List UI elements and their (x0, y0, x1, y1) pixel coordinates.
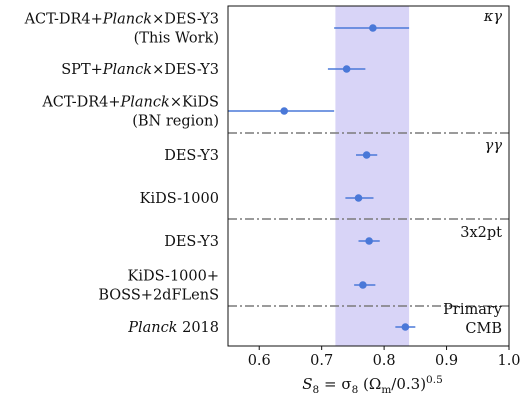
data-point-7 (359, 281, 367, 289)
row-label-3-line-2: (BN region) (132, 114, 219, 130)
section-label-4: Primary (443, 302, 503, 318)
data-point-4 (362, 151, 371, 159)
data-point-2 (342, 65, 351, 73)
x-tick-label-1: 0.6 (248, 353, 271, 369)
row-label-7-line-1: KiDS-1000+ (127, 269, 219, 285)
highlight-band (335, 6, 410, 346)
row-label-8-line-1: Planck 2018 (127, 320, 219, 336)
x-tick-label-5: 1.0 (497, 353, 520, 369)
plot-frame (227, 5, 510, 347)
data-point-5 (354, 194, 363, 202)
section-separators (228, 132, 509, 307)
x-axis-ticks: 0.6 0.7 0.8 0.9 1.0 (248, 346, 520, 369)
section-label-2: γγ (485, 138, 503, 154)
x-tick-label-4: 0.9 (435, 353, 458, 369)
section-label-1: κγ (483, 9, 503, 25)
data-points (280, 24, 410, 331)
row-label-1-line-2: (This Work) (134, 31, 219, 47)
data-point-6 (365, 237, 373, 245)
row-label-1-line-1: ACT-DR4+Planck×DES-Y3 (24, 12, 219, 28)
row-label-2-line-1: SPT+Planck×DES-Y3 (61, 62, 219, 78)
x-tick-label-2: 0.7 (310, 353, 333, 369)
section-label-3: 3x2pt (460, 225, 502, 241)
row-labels: ACT-DR4+Planck×DES-Y3 (This Work) SPT+Plan… (24, 12, 219, 337)
row-label-4-line-1: DES-Y3 (164, 148, 219, 164)
data-point-1 (369, 24, 377, 32)
data-point-8 (401, 323, 410, 331)
row-label-5-line-1: KiDS-1000 (140, 191, 219, 207)
data-point-3 (280, 107, 289, 115)
section-labels: κγ γγ 3x2pt Primary CMB (443, 9, 503, 337)
row-label-7-line-2: BOSS+2dFLenS (98, 288, 219, 304)
x-tick-label-3: 0.8 (373, 353, 396, 369)
row-label-3-line-1: ACT-DR4+Planck×KiDS (41, 95, 219, 111)
row-label-6-line-1: DES-Y3 (164, 234, 219, 250)
x-axis-label: S8 = σ8 (Ωm/0.3)0.5 (302, 374, 443, 396)
section-label-4: CMB (465, 321, 502, 337)
